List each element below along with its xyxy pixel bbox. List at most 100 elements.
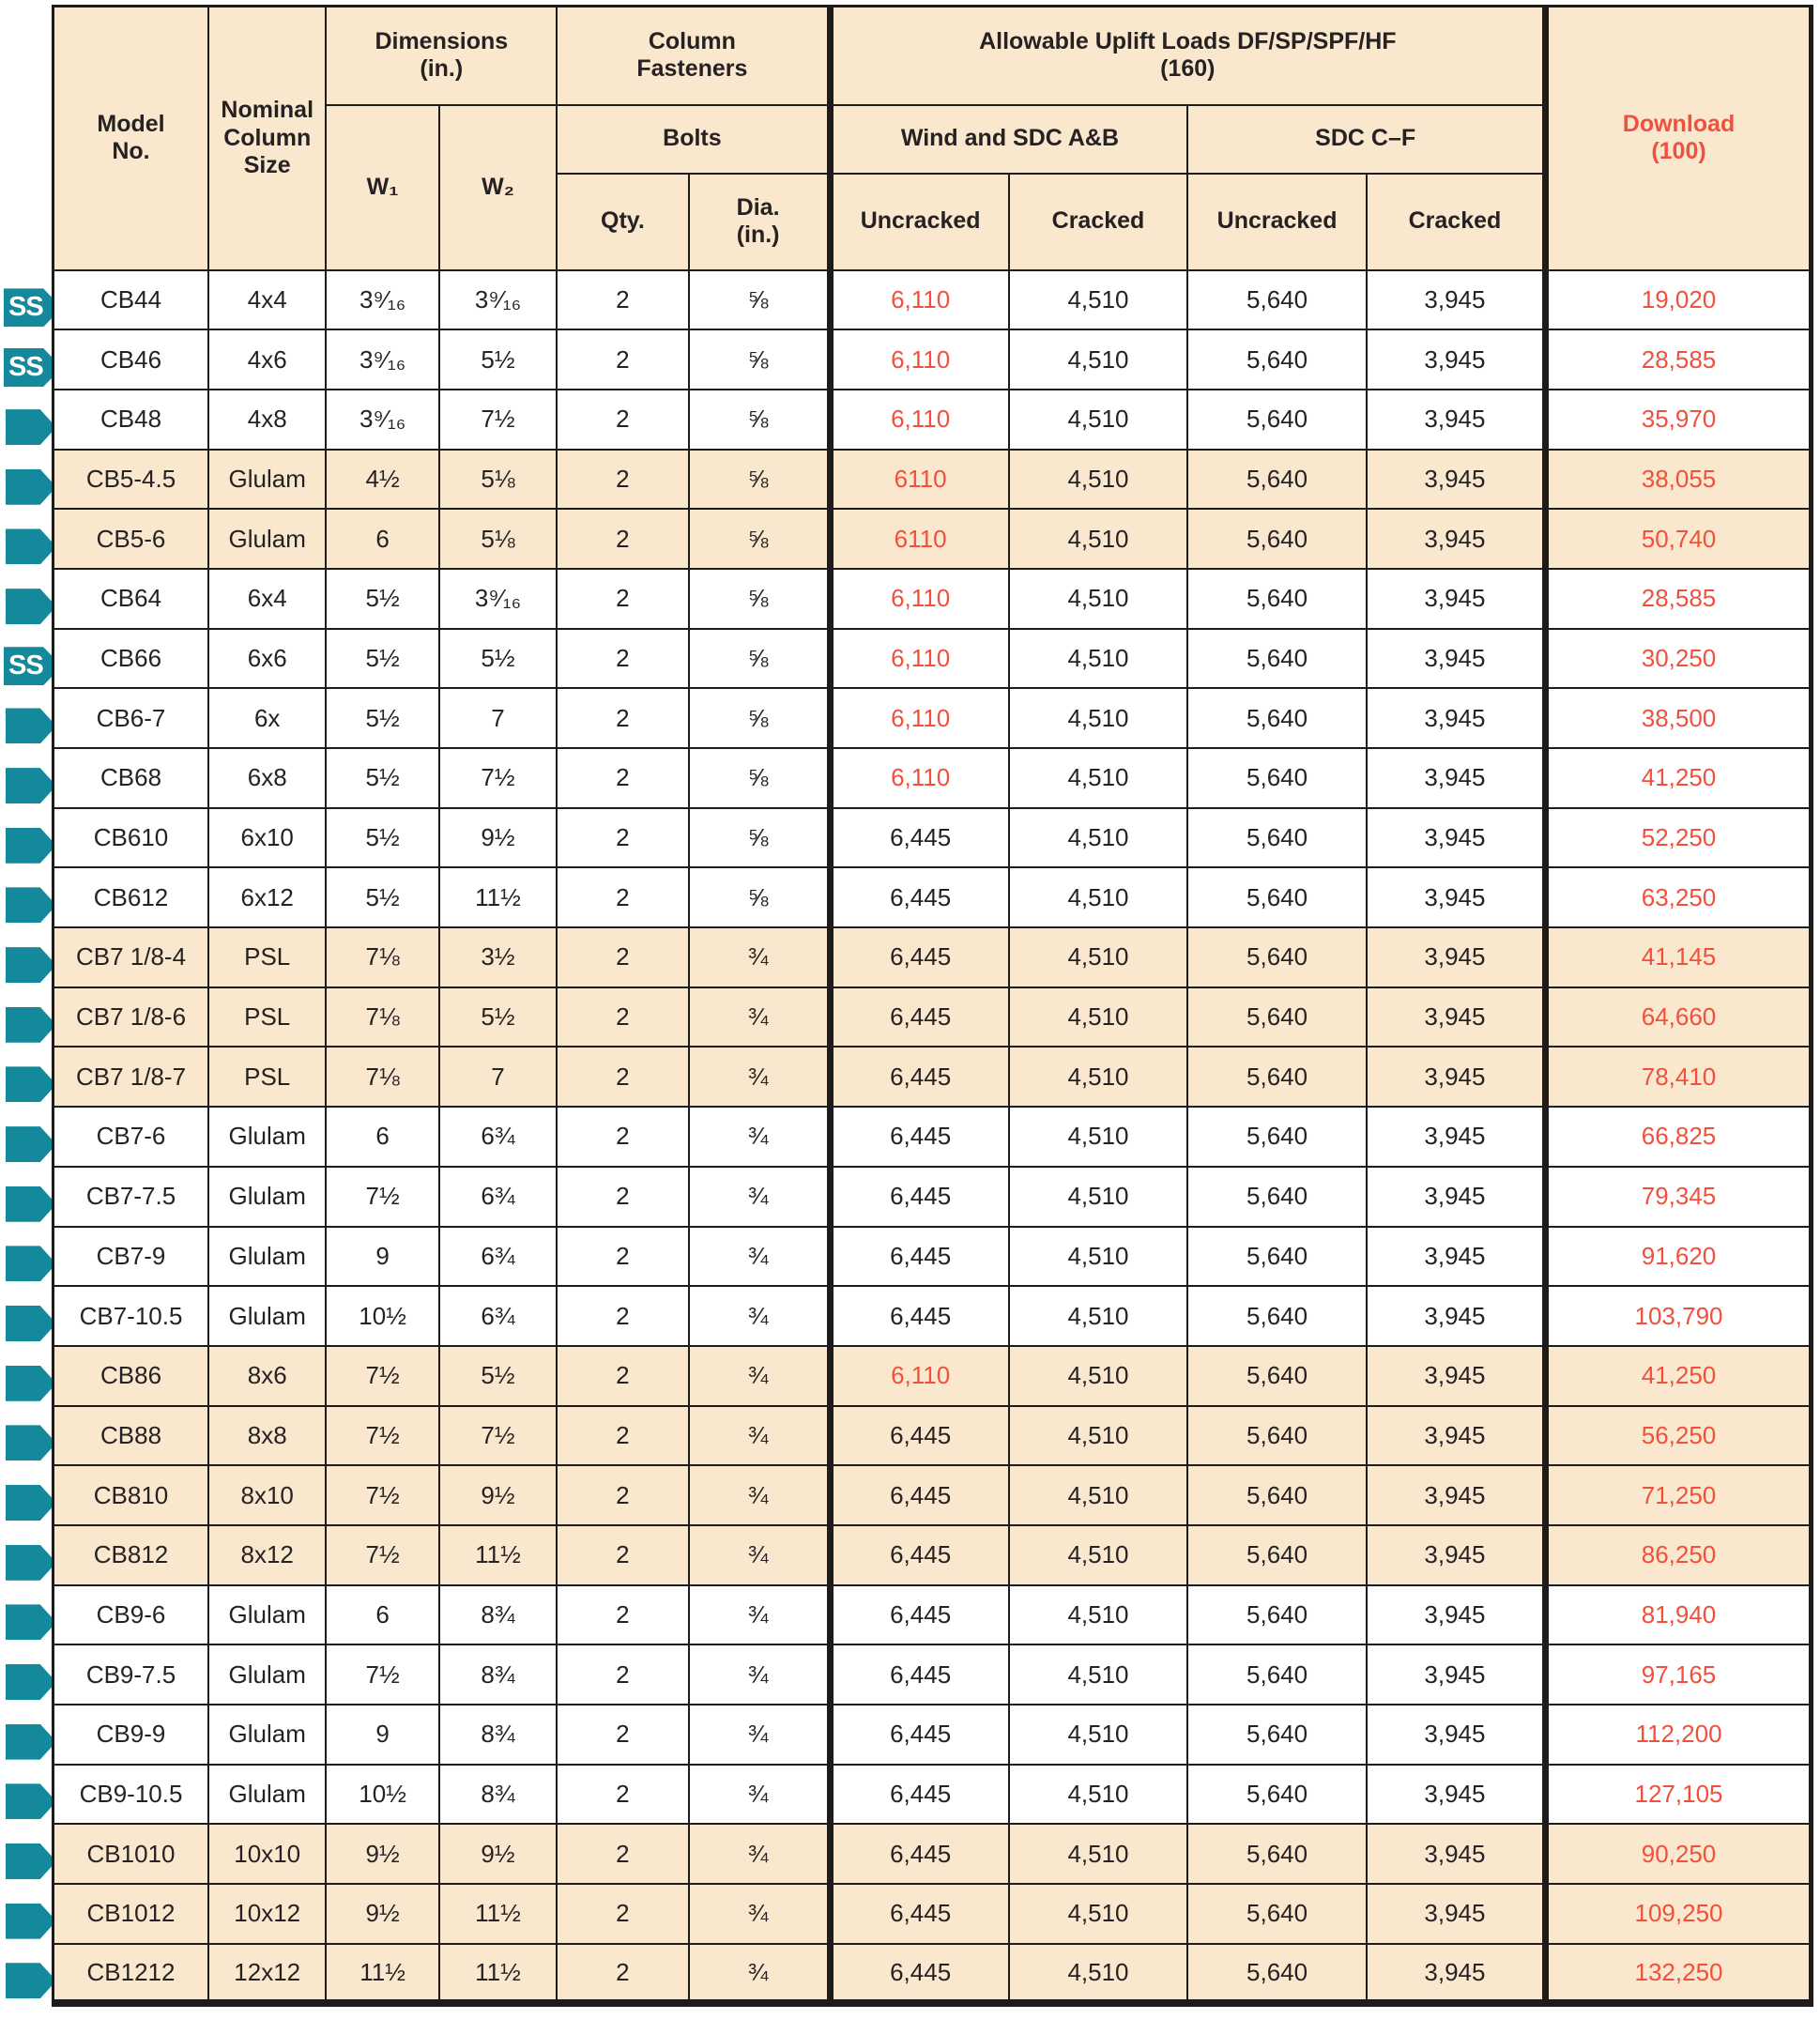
cell-w1: 7½ (325, 1464, 440, 1526)
cell-sdc-uncracked: 5,640 (1186, 567, 1368, 630)
cell-nominal-size: 8x10 (207, 1464, 328, 1526)
cell-bolt-dia: ¾ (687, 1644, 832, 1705)
cell-wind-uncracked: 6,110 (826, 567, 1010, 630)
header-dimensions: Dimensions (in.) (325, 5, 558, 106)
cell-bolt-qty: 2 (556, 448, 690, 511)
cell-model-no: CB86 (52, 1344, 210, 1407)
cell-download: 127,105 (1542, 1763, 1812, 1826)
table-row: CB9-9 Glulam 9 8¾ 2 ¾ 6,445 4,510 5,640 … (52, 1704, 1812, 1766)
cell-sdc-cracked: 3,945 (1365, 1106, 1547, 1168)
cell-wind-cracked: 4,510 (1007, 986, 1189, 1048)
cell-wind-uncracked: 6,110 (826, 627, 1010, 690)
cell-sdc-uncracked: 5,640 (1186, 747, 1368, 809)
table-row: CB810 8x10 7½ 9½ 2 ¾ 6,445 4,510 5,640 3… (52, 1464, 1812, 1526)
cell-wind-uncracked: 6,445 (826, 1583, 1010, 1646)
cell-sdc-cracked: 3,945 (1365, 1046, 1547, 1109)
cell-bolt-qty: 2 (556, 1704, 690, 1766)
ss-label: SS (8, 351, 44, 382)
cell-bolt-qty: 2 (556, 1823, 690, 1886)
cell-w1: 7½ (325, 1165, 440, 1228)
cell-sdc-uncracked: 5,640 (1186, 388, 1368, 451)
arrow-marker-icon (6, 1185, 56, 1222)
cell-nominal-size: 4x6 (207, 329, 328, 390)
arrow-marker-icon (6, 1664, 56, 1700)
cell-w1: 7½ (325, 1523, 440, 1586)
arrow-marker-icon (6, 589, 56, 625)
cell-model-no: CB810 (52, 1464, 210, 1526)
cell-bolt-dia: ⅝ (687, 627, 832, 690)
cell-bolt-qty: 2 (556, 1344, 690, 1407)
cell-wind-uncracked: 6110 (826, 448, 1010, 511)
cell-sdc-cracked: 3,945 (1365, 1763, 1547, 1826)
cell-wind-uncracked: 6,445 (826, 1464, 1010, 1526)
cell-wind-cracked: 4,510 (1007, 1165, 1189, 1228)
cell-bolt-dia: ⅝ (687, 388, 832, 451)
cell-sdc-cracked: 3,945 (1365, 1704, 1547, 1766)
cell-w2: 6¾ (437, 1225, 558, 1288)
cell-bolt-dia: ¾ (687, 1883, 832, 1945)
cell-w2: 7 (437, 1046, 558, 1109)
cell-sdc-cracked: 3,945 (1365, 448, 1547, 511)
ss-label: SS (8, 292, 44, 323)
cell-wind-cracked: 4,510 (1007, 627, 1189, 690)
cell-model-no: CB9-7.5 (52, 1644, 210, 1705)
cell-w1: 6 (325, 1106, 440, 1168)
cell-sdc-uncracked: 5,640 (1186, 268, 1368, 331)
cell-nominal-size: 10x10 (207, 1823, 328, 1886)
cell-w1: 5½ (325, 747, 440, 809)
arrow-marker-icon (6, 708, 56, 744)
arrow-marker-icon (6, 1066, 56, 1103)
cell-download: 38,055 (1542, 448, 1812, 511)
cell-sdc-uncracked: 5,640 (1186, 1763, 1368, 1826)
cell-w1: 7½ (325, 1344, 440, 1407)
cell-w1: 5½ (325, 806, 440, 869)
cell-w2: 6¾ (437, 1106, 558, 1168)
cell-w1: 4½ (325, 448, 440, 511)
cell-download: 35,970 (1542, 388, 1812, 451)
arrow-marker-icon (6, 409, 56, 446)
cell-w1: 5½ (325, 627, 440, 690)
cell-bolt-qty: 2 (556, 1644, 690, 1705)
cell-wind-uncracked: 6,445 (826, 1106, 1010, 1168)
cell-sdc-cracked: 3,945 (1365, 1644, 1547, 1705)
cell-download: 28,585 (1542, 329, 1812, 390)
header-allowable-uplift: Allowable Uplift Loads DF/SP/SPF/HF (160… (826, 5, 1547, 106)
cell-bolt-qty: 2 (556, 926, 690, 988)
cell-wind-uncracked: 6,110 (826, 687, 1010, 749)
cell-w2: 11½ (437, 1942, 558, 2005)
cell-sdc-uncracked: 5,640 (1186, 986, 1368, 1048)
cell-nominal-size: Glulam (207, 1644, 328, 1705)
cell-wind-cracked: 4,510 (1007, 1523, 1189, 1586)
cell-wind-cracked: 4,510 (1007, 1046, 1189, 1109)
table-row: CB1010 10x10 9½ 9½ 2 ¾ 6,445 4,510 5,640… (52, 1823, 1812, 1886)
table-row: CB44 4x4 3⁹⁄₁₆ 3⁹⁄₁₆ 2 ⅝ 6,110 4,510 5,6… (52, 268, 1812, 331)
cell-bolt-dia: ¾ (687, 1942, 832, 2005)
cell-w1: 7½ (325, 1404, 440, 1467)
cell-w2: 9½ (437, 806, 558, 869)
cell-nominal-size: Glulam (207, 1704, 328, 1766)
cell-bolt-qty: 2 (556, 1404, 690, 1467)
cell-download: 112,200 (1542, 1704, 1812, 1766)
cell-sdc-uncracked: 5,640 (1186, 1583, 1368, 1646)
cell-bolt-qty: 2 (556, 1523, 690, 1586)
cell-model-no: CB7-6 (52, 1106, 210, 1168)
cell-wind-cracked: 4,510 (1007, 1285, 1189, 1347)
cell-wind-cracked: 4,510 (1007, 926, 1189, 988)
cell-bolt-dia: ¾ (687, 1704, 832, 1766)
arrow-marker-icon (6, 827, 56, 864)
cell-bolt-qty: 2 (556, 1583, 690, 1646)
cell-sdc-uncracked: 5,640 (1186, 1883, 1368, 1945)
cell-w1: 7⅛ (325, 986, 440, 1048)
cell-w2: 8¾ (437, 1583, 558, 1646)
cell-model-no: CB812 (52, 1523, 210, 1586)
cell-download: 132,250 (1542, 1942, 1812, 2005)
cell-wind-cracked: 4,510 (1007, 1942, 1189, 2005)
table-row: CB68 6x8 5½ 7½ 2 ⅝ 6,110 4,510 5,640 3,9… (52, 747, 1812, 809)
table-row: CB7-6 Glulam 6 6¾ 2 ¾ 6,445 4,510 5,640 … (52, 1106, 1812, 1168)
cell-sdc-uncracked: 5,640 (1186, 866, 1368, 929)
header-column-fasteners: Column Fasteners (556, 5, 832, 106)
cell-bolt-qty: 2 (556, 329, 690, 390)
header-nominal-column-size: Nominal Column Size (207, 5, 328, 271)
header-dia: Dia. (in.) (687, 172, 832, 271)
cell-sdc-cracked: 3,945 (1365, 1464, 1547, 1526)
